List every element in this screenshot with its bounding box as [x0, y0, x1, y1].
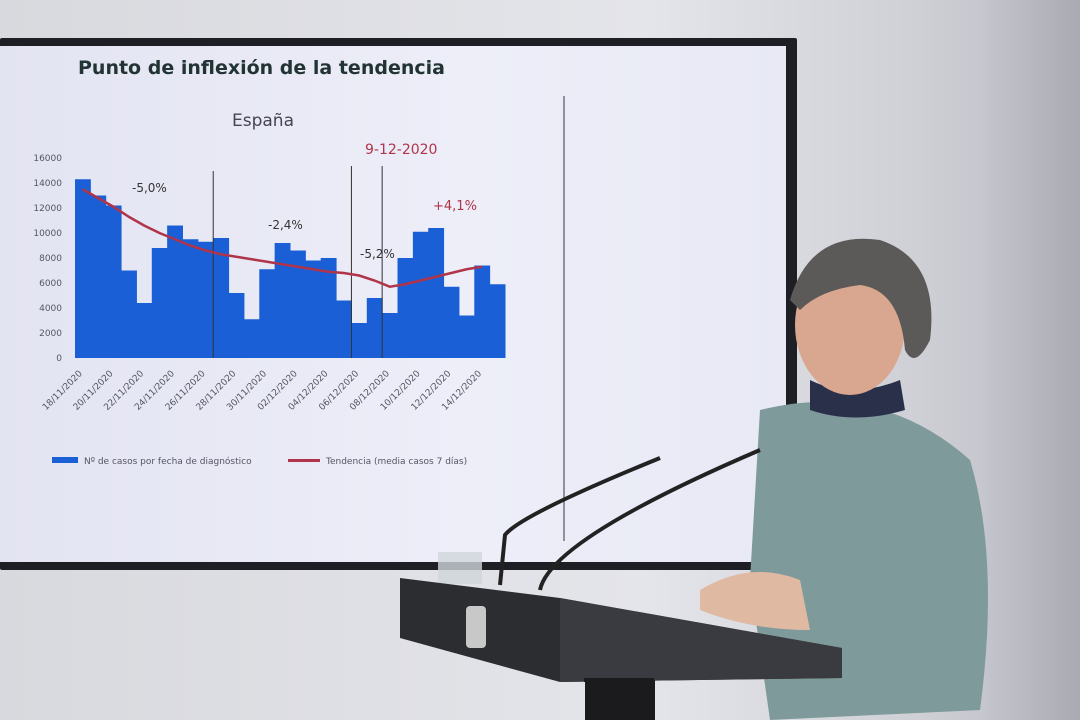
bar [428, 228, 445, 358]
bar [90, 195, 107, 358]
bar [351, 323, 368, 358]
y-tick-label: 12000 [33, 204, 62, 214]
bar [397, 258, 414, 358]
bar [290, 250, 306, 358]
speaker [700, 238, 988, 720]
bar [443, 286, 460, 358]
slide-title: Punto de inflexión de la tendencia [78, 57, 445, 79]
coat-of-arms-emblem [466, 606, 486, 648]
bar [474, 265, 491, 358]
bar [228, 293, 245, 358]
bar [105, 205, 122, 358]
bar [274, 243, 291, 358]
bar [182, 239, 199, 358]
legend-label-trend: Tendencia (media casos 7 días) [325, 457, 467, 467]
slide: Punto de inflexión de la tendencia Españ… [0, 46, 786, 562]
annotation-p4: +4,1% [433, 199, 477, 214]
bar [136, 303, 153, 358]
y-tick-label: 0 [56, 354, 62, 364]
bar [458, 315, 475, 358]
legend-swatch-bars [52, 457, 78, 463]
y-tick-label: 8000 [39, 254, 62, 264]
bar [167, 225, 183, 358]
trend-line [82, 188, 483, 289]
y-tick-label: 16000 [33, 154, 62, 164]
bar [259, 269, 276, 358]
bar [243, 319, 260, 358]
annotation-p1: -5,0% [132, 181, 167, 195]
annotation-p3: -5,2% [360, 247, 395, 261]
bar [382, 313, 398, 358]
chart: Punto de inflexión de la tendencia Españ… [33, 57, 506, 467]
bar [151, 248, 168, 358]
date-marker: 9-12-2020 [365, 142, 437, 158]
bar [197, 241, 214, 358]
slide-divider [563, 96, 565, 541]
microphones [438, 448, 761, 591]
y-tick-label: 2000 [39, 329, 62, 339]
annotation-p2: -2,4% [268, 218, 303, 232]
legend-swatch-trend [288, 459, 320, 462]
y-tick-label: 10000 [33, 229, 62, 239]
wall-panel [985, 0, 1080, 720]
bar [75, 179, 91, 358]
bar [336, 300, 352, 358]
bar [320, 258, 337, 358]
bar [213, 238, 230, 358]
y-tick-label: 6000 [39, 279, 62, 289]
bar [305, 260, 322, 358]
water-glass [438, 552, 482, 584]
bar [366, 298, 383, 358]
bar [121, 270, 137, 358]
chart-title: España [232, 111, 294, 131]
bar [412, 231, 429, 358]
bar [489, 284, 506, 358]
podium [400, 578, 842, 682]
y-tick-label: 4000 [39, 304, 62, 314]
y-tick-label: 14000 [33, 179, 62, 189]
legend-label-bars: Nº de casos por fecha de diagnóstico [84, 456, 252, 467]
